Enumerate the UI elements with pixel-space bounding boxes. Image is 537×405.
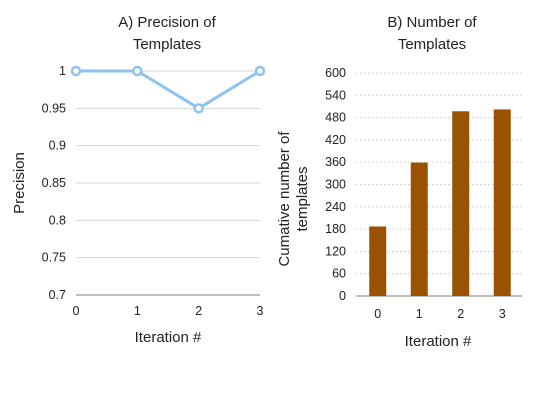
precision-point — [70, 65, 82, 77]
templates-y-tick-label: 240 — [325, 200, 346, 214]
precision-x-tick-label: 3 — [257, 304, 264, 318]
precision-y-axis-title: Precision — [11, 152, 28, 214]
precision-y-tick-label: 1 — [59, 64, 66, 78]
templates-x-axis-title: Iteration # — [405, 333, 472, 350]
precision-x-tick-label: 2 — [195, 304, 202, 318]
templates-x-tick-label: 1 — [416, 307, 423, 321]
precision-chart: A) Precision of Templates 1 0.95 0.9 0.85 0.… — [11, 14, 266, 346]
precision-point — [254, 65, 266, 77]
precision-y-tick-labels: 1 0.95 0.9 0.85 0.8 0.75 0.7 — [42, 64, 66, 302]
templates-y-tick-label: 480 — [325, 111, 346, 125]
precision-y-tick-label: 0.7 — [49, 288, 66, 302]
templates-chart: B) Number of Templates 60054048042036030… — [276, 14, 522, 350]
precision-x-axis-title: Iteration # — [135, 329, 202, 346]
templates-x-tick-label: 0 — [374, 307, 381, 321]
templates-bar — [369, 226, 387, 296]
templates-chart-title-line-1: B) Number of — [387, 14, 477, 31]
precision-point — [132, 65, 143, 77]
precision-y-tick-label: 0.75 — [42, 251, 66, 265]
precision-series — [70, 65, 266, 114]
precision-y-tick-label: 0.8 — [49, 213, 66, 227]
precision-chart-title-line-1: A) Precision of — [118, 14, 216, 31]
templates-y-axis-title-line-1: Cumative number of — [276, 131, 293, 267]
precision-line — [76, 69, 261, 110]
precision-y-tick-label: 0.85 — [42, 176, 66, 190]
precision-x-tick-label: 1 — [134, 304, 141, 318]
templates-y-tick-label: 0 — [339, 289, 346, 303]
precision-x-tick-labels: 0 1 2 3 — [73, 304, 264, 318]
precision-chart-title-line-2: Templates — [133, 36, 201, 53]
templates-x-tick-labels: 0 1 2 3 — [374, 307, 506, 321]
precision-y-tick-label: 0.9 — [49, 139, 66, 153]
templates-y-tick-label: 540 — [325, 88, 346, 102]
precision-gridlines — [76, 70, 260, 296]
templates-bar — [410, 162, 428, 296]
precision-x-tick-label: 0 — [73, 304, 80, 318]
templates-bar — [493, 109, 511, 296]
templates-bars — [369, 109, 511, 296]
templates-bar — [452, 111, 470, 296]
templates-y-tick-label: 600 — [325, 66, 346, 80]
precision-point — [193, 103, 204, 114]
templates-x-tick-label: 2 — [457, 307, 464, 321]
templates-chart-title-line-2: Templates — [398, 36, 466, 53]
templates-y-tick-label: 60 — [332, 267, 346, 281]
templates-y-tick-label: 120 — [325, 244, 346, 258]
precision-y-tick-label: 0.95 — [42, 101, 66, 115]
templates-y-tick-label: 180 — [325, 222, 346, 236]
templates-y-tick-label: 360 — [325, 155, 346, 169]
templates-x-tick-label: 3 — [499, 307, 506, 321]
templates-y-tick-label: 420 — [325, 133, 346, 147]
templates-y-tick-label: 300 — [325, 178, 346, 192]
templates-y-axis-title-line-2: templates — [294, 166, 311, 231]
